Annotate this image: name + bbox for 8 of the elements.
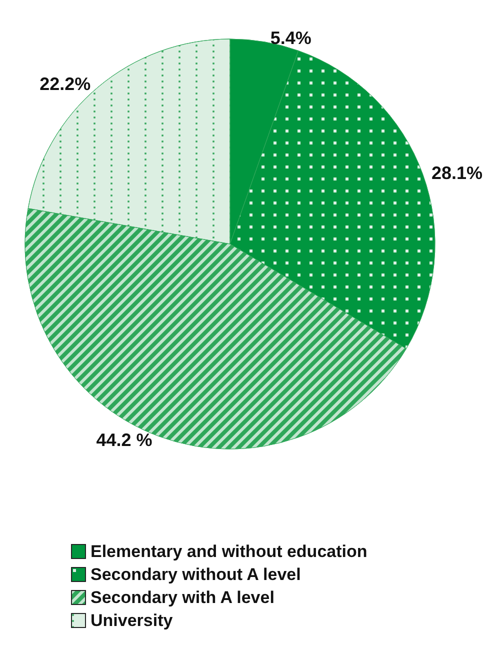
data-label: 44.2 % <box>96 430 152 450</box>
data-label: 22.2% <box>40 74 91 94</box>
data-label: 28.1% <box>432 162 483 183</box>
legend-label: Secondary with A level <box>90 588 274 607</box>
legend-label: Elementary and without education <box>90 542 368 561</box>
data-label: 5.4% <box>270 28 312 48</box>
legend-label: University <box>90 611 174 630</box>
legend-label: Secondary without A level <box>90 565 301 584</box>
